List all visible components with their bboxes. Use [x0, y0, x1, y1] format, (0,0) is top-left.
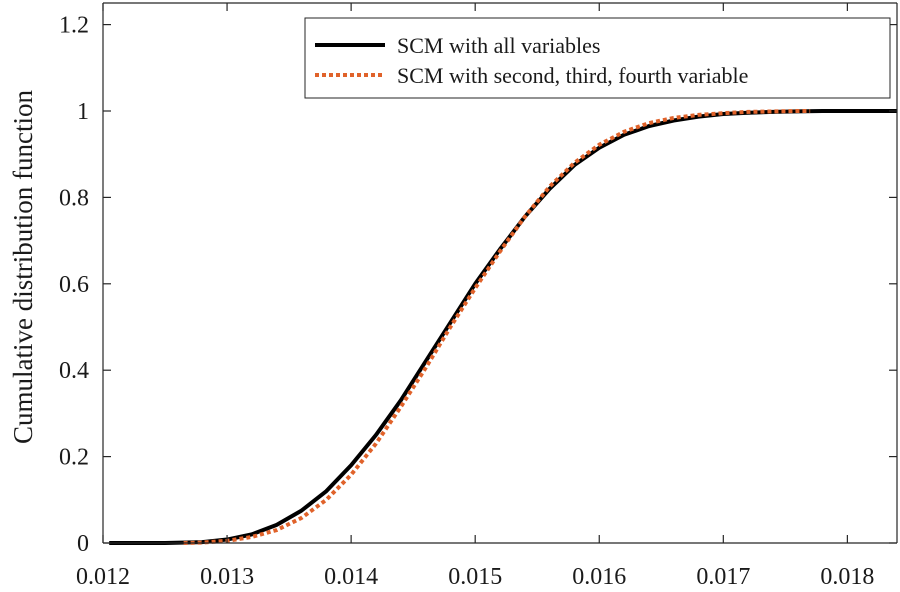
- y-tick-label: 1: [77, 99, 89, 125]
- legend-label-2: SCM with second, third, fourth variable: [397, 63, 748, 88]
- series-line-2: [183, 109, 811, 545]
- legend-box: [304, 17, 891, 99]
- legend-label-1: SCM with all variables: [397, 33, 600, 58]
- x-tick-label: 0.017: [696, 564, 750, 587]
- x-tick-label: 0.012: [76, 564, 130, 587]
- x-tick-label: 0.018: [820, 564, 874, 587]
- y-tick-label: 0.2: [59, 445, 89, 471]
- legend: SCM with all variables SCM with second, t…: [304, 17, 891, 99]
- y-tick-label: 0.6: [59, 272, 89, 298]
- y-tick-label: 0.4: [59, 358, 89, 384]
- y-axis-title: Cumulative distribution function: [8, 90, 38, 444]
- x-tick-label: 0.016: [572, 564, 626, 587]
- y-tick-label: 0.8: [59, 185, 89, 211]
- series-layer: [109, 109, 897, 545]
- x-tick-label: 0.013: [200, 564, 254, 587]
- x-tick-label: 0.015: [448, 564, 502, 587]
- y-tick-label: 0: [77, 531, 89, 557]
- y-tick-label: 1.2: [59, 13, 89, 39]
- axes-layer: 0.012 0.013 0.014 0.015 0.016 0.017 0.018 0 0.2 0…: [59, 2, 898, 590]
- x-tick-label: 0.014: [324, 564, 378, 587]
